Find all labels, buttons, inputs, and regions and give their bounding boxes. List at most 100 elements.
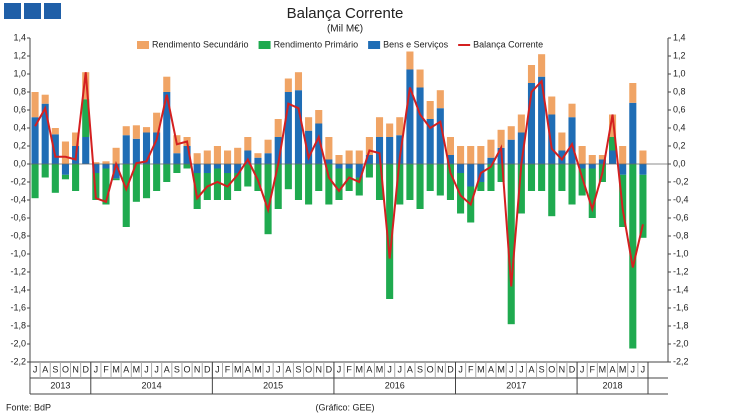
bar-segment xyxy=(598,155,606,160)
y2-tick-label: 1,0 xyxy=(673,68,686,78)
x-tick-label: J xyxy=(215,364,220,374)
bar-segment xyxy=(294,90,303,164)
bar-segment xyxy=(112,178,120,181)
bar-segment xyxy=(578,168,586,196)
legend-label: Rendimento Primário xyxy=(274,39,359,49)
bar-segment xyxy=(213,146,221,164)
legend-label: Rendimento Secundário xyxy=(152,39,249,49)
x-tick-label: M xyxy=(254,364,262,374)
bar-segment xyxy=(578,146,586,164)
y-tick-label: -1,6 xyxy=(10,302,26,312)
y2-tick-label: -2,2 xyxy=(673,356,689,366)
bar-segment xyxy=(82,72,90,100)
bar-segment xyxy=(112,164,120,179)
bar-segment xyxy=(315,164,323,191)
bar-segment xyxy=(365,164,373,178)
bar-segment xyxy=(142,127,151,133)
x-tick-label: D xyxy=(326,364,333,374)
bar-segment xyxy=(305,130,313,164)
chart-title: Balança Corrente xyxy=(287,5,404,22)
bar-segment xyxy=(507,126,515,140)
bar-segment xyxy=(173,153,181,164)
x-tick-label: M xyxy=(133,364,141,374)
y-tick-label: -1,2 xyxy=(10,266,26,276)
x-tick-label: F xyxy=(468,364,474,374)
bar-segment xyxy=(234,164,242,173)
bar-segment xyxy=(335,164,343,169)
bar-segment xyxy=(639,150,647,164)
y-tick-label: -0,4 xyxy=(10,194,26,204)
bar-segment xyxy=(132,164,140,202)
bar-segment xyxy=(467,164,475,187)
bar-segment xyxy=(578,164,586,169)
bar-segment xyxy=(31,164,39,199)
bar-segment xyxy=(568,117,576,164)
y-tick-label: 0,6 xyxy=(13,104,26,114)
bar-segment xyxy=(608,137,617,151)
bar-segment xyxy=(61,141,70,164)
x-tick-label: O xyxy=(427,364,434,374)
y2-tick-label: -0,2 xyxy=(673,176,689,186)
bar-segment xyxy=(355,164,363,178)
bar-segment xyxy=(558,132,566,151)
icon xyxy=(24,3,41,19)
bar-segment xyxy=(284,164,292,190)
x-tick-label: J xyxy=(144,364,149,374)
bar-segment xyxy=(264,139,272,154)
bar-segment xyxy=(386,123,394,137)
bar-segment xyxy=(183,146,191,164)
bar-segment xyxy=(213,164,221,169)
year-label: 2013 xyxy=(50,380,70,390)
x-tick-label: S xyxy=(417,364,423,374)
bar-segment xyxy=(588,168,596,218)
bar-segment xyxy=(163,92,171,164)
bar-segment xyxy=(264,164,272,235)
x-tick-label: M xyxy=(619,364,627,374)
bar-segment xyxy=(51,164,59,193)
bar-segment xyxy=(345,168,353,191)
bar-segment xyxy=(629,164,637,349)
bar-segment xyxy=(457,164,465,173)
bar-segment xyxy=(588,164,596,169)
x-tick-label: F xyxy=(225,364,231,374)
bar-segment xyxy=(163,164,171,182)
x-tick-label: F xyxy=(590,364,596,374)
x-tick-label: M xyxy=(497,364,505,374)
y-tick-label: -0,2 xyxy=(10,176,26,186)
y2-tick-label: 0,6 xyxy=(673,104,686,114)
bar-segment xyxy=(548,96,556,115)
y-tick-label: 1,2 xyxy=(13,50,26,60)
x-tick-label: J xyxy=(641,364,646,374)
bar-segment xyxy=(517,164,525,214)
bar-segment xyxy=(284,78,292,92)
x-tick-label: M xyxy=(599,364,607,374)
x-tick-label: J xyxy=(580,364,585,374)
bar-segment xyxy=(548,164,556,217)
bar-segment xyxy=(31,92,39,118)
legend-label: Balança Corrente xyxy=(473,39,543,49)
bar-segment xyxy=(193,153,201,164)
x-tick-label: A xyxy=(164,364,170,374)
bar-segment xyxy=(92,164,100,173)
bar-segment xyxy=(639,164,647,175)
x-tick-label: A xyxy=(610,364,616,374)
bar-segment xyxy=(305,117,313,131)
bar-segment xyxy=(213,168,221,200)
bar-segment xyxy=(568,164,576,205)
bar-segment xyxy=(558,150,566,164)
year-label: 2017 xyxy=(506,380,526,390)
bar-segment xyxy=(517,132,525,164)
y2-tick-label: -1,6 xyxy=(673,302,689,312)
legend-swatch xyxy=(137,41,149,49)
bar-segment xyxy=(122,135,130,164)
x-tick-label: N xyxy=(437,364,444,374)
x-tick-label: J xyxy=(519,364,524,374)
bar-segment xyxy=(386,137,394,164)
bar-segment xyxy=(568,103,576,118)
bar-segment xyxy=(507,139,515,164)
y-tick-label: -1,8 xyxy=(10,320,26,330)
bar-segment xyxy=(416,69,424,88)
bar-segment xyxy=(527,65,536,83)
bar-segment xyxy=(598,159,606,164)
bar-segment xyxy=(274,119,282,137)
